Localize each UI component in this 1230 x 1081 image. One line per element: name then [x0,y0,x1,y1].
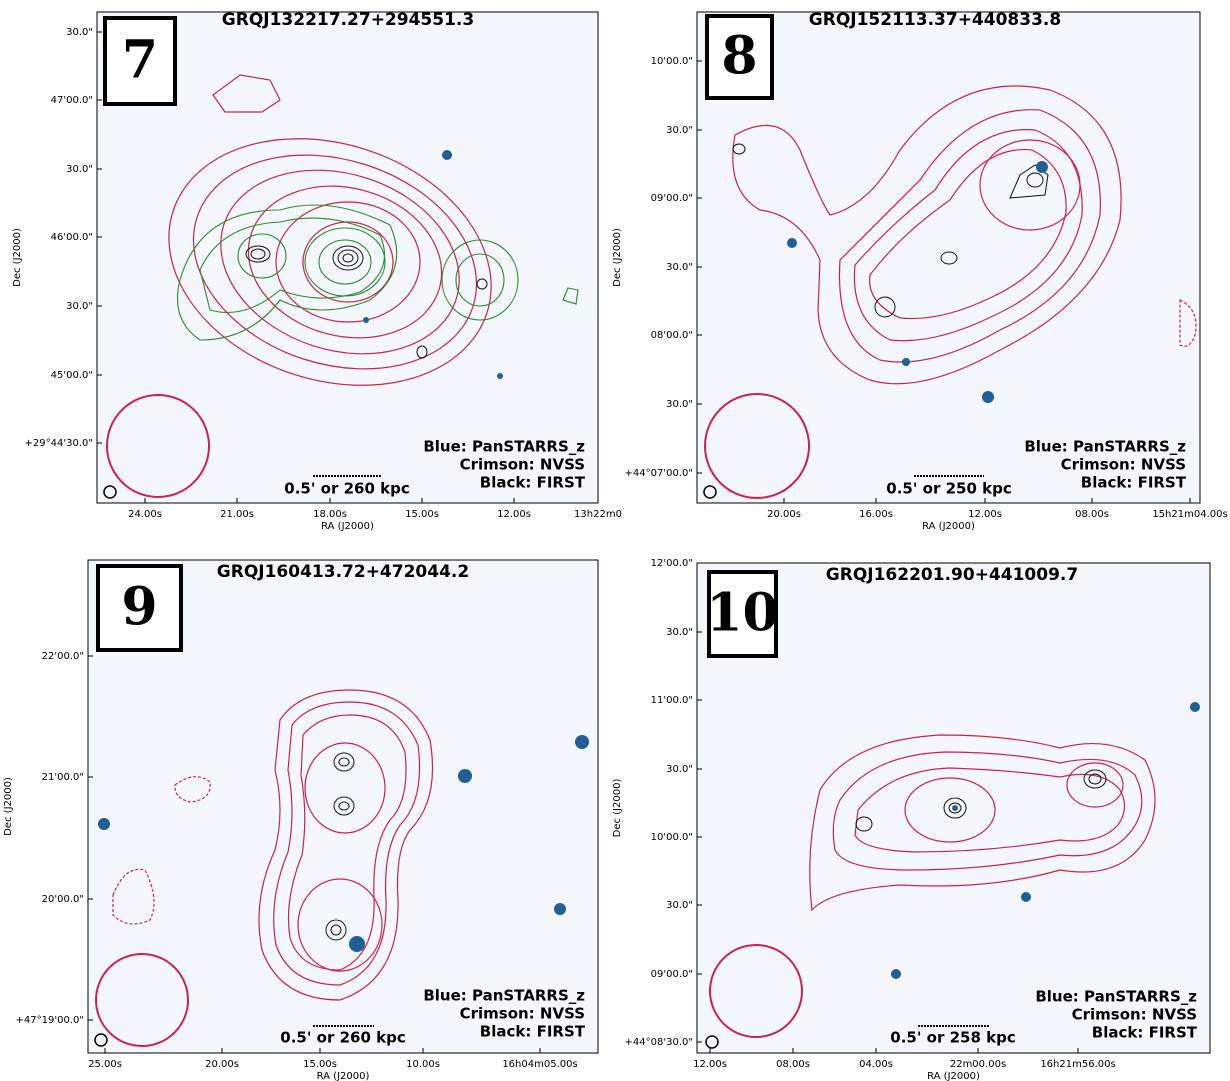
y-tick-label: +29°44'30.0" [25,438,93,449]
x-tick-label: 12.00s [497,509,531,520]
x-tick-label: 22m00.00s [950,1059,1006,1070]
y-axis-label: Dec (J2000) [3,777,14,836]
panel-title: GRQJ160413.72+472044.2 [217,562,469,582]
y-tick-label: 30.0" [666,262,693,273]
x-axis-label: RA (J2000) [922,521,975,532]
scale-label: 0.5' or 260 kpc [280,1029,405,1047]
y-axis-label: Dec (J2000) [612,228,623,287]
x-axis-label: RA (J2000) [317,1071,370,1081]
panel-number: 8 [721,26,757,87]
x-tick-label: 15.00s [405,509,439,520]
y-tick-label: 45'00.0" [51,370,93,381]
y-tick-label: 22'00.0" [42,651,84,662]
y-tick-label: 30.0" [66,301,93,312]
y-tick-label: 10'00.0" [651,832,693,843]
panel-number: 9 [121,577,157,638]
x-tick-label: 12.00s [693,1059,727,1070]
y-tick-label: 30.0" [666,764,693,775]
y-tick-label: 10'00.0" [651,56,693,67]
x-tick-label: 12.00s [968,509,1002,520]
x-tick-label: 08.00s [1075,509,1109,520]
x-tick-label: 16.00s [859,509,893,520]
y-tick-label: +44°07'00.0" [625,468,693,479]
panel-title: GRQJ162201.90+441009.7 [826,565,1078,585]
figure: 7 GRQJ132217.27+294551.3 Blue: PanSTARRS_z… [0,0,1230,1081]
x-tick-label: 16h21m56.00s [1040,1059,1115,1070]
y-tick-label: +47°19'00.0" [16,1015,84,1026]
y-tick-label: 30.0" [666,125,693,136]
legend-entry: Black: FIRST [1081,474,1187,492]
y-tick-label: +44°08'30.0" [625,1037,693,1048]
y-tick-label: 21'00.0" [42,772,84,783]
y-tick-label: 30.0" [666,399,693,410]
x-tick-label: 20.00s [767,509,801,520]
y-tick-label: 30.0" [666,900,693,911]
panel-number: 7 [122,30,158,91]
legend-entry: Crimson: NVSS [1072,1006,1197,1024]
x-tick-label: 08.00s [776,1059,810,1070]
legend-entry: Black: FIRST [480,1023,586,1041]
x-tick-label: 04.00s [859,1059,893,1070]
x-tick-label: 15.00s [303,1059,337,1070]
legend-entry: Blue: PanSTARRS_z [423,987,585,1005]
x-tick-label: 13h22m0 [574,509,622,520]
x-tick-label: 16h04m05.00s [502,1059,577,1070]
y-tick-label: 09'00.0" [651,193,693,204]
y-tick-label: 08'00.0" [651,330,693,341]
x-tick-label: 18.00s [313,509,347,520]
x-tick-label: 24.00s [128,509,162,520]
y-tick-label: 20'00.0" [42,894,84,905]
x-tick-label: 21.00s [220,509,254,520]
legend-entry: Blue: PanSTARRS_z [423,438,585,456]
legend-entry: Black: FIRST [1092,1024,1198,1042]
x-tick-label: 10.00s [406,1059,440,1070]
x-tick-label: 15h21m04.00s [1152,509,1227,520]
legend-entry: Black: FIRST [480,474,586,492]
legend-entry: Crimson: NVSS [460,456,585,474]
legend-entry: Crimson: NVSS [460,1005,585,1023]
scale-label: 0.5' or 260 kpc [284,480,409,498]
panel-number: 10 [706,583,778,644]
x-axis-label: RA (J2000) [321,521,374,532]
x-tick-label: 25.00s [88,1059,122,1070]
legend-entry: Blue: PanSTARRS_z [1035,988,1197,1006]
y-axis-label: Dec (J2000) [12,228,23,287]
legend-entry: Blue: PanSTARRS_z [1024,438,1186,456]
y-tick-label: 30.0" [66,164,93,175]
y-tick-label: 30.0" [666,627,693,638]
y-tick-label: 12'00.0" [651,558,693,569]
panel-title: GRQJ152113.37+440833.8 [809,10,1061,30]
scale-label: 0.5' or 258 kpc [890,1029,1015,1047]
scale-label: 0.5' or 250 kpc [886,480,1011,498]
y-tick-label: 30.0" [66,27,93,38]
panel-title: GRQJ132217.27+294551.3 [222,10,474,30]
y-tick-label: 09'00.0" [651,969,693,980]
legend-entry: Crimson: NVSS [1061,456,1186,474]
y-axis-label: Dec (J2000) [612,779,623,838]
y-tick-label: 46'00.0" [51,232,93,243]
y-tick-label: 11'00.0" [651,695,693,706]
y-tick-label: 47'00.0" [51,95,93,106]
x-axis-label: RA (J2000) [927,1071,980,1081]
x-tick-label: 20.00s [205,1059,239,1070]
